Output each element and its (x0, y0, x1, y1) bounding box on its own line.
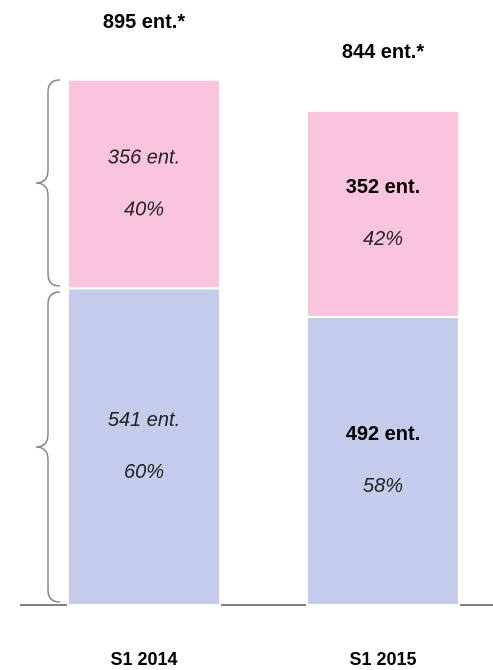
value-label: 492 ent. (346, 423, 420, 445)
total-label: 895 ent.* (103, 11, 185, 33)
bar-segment (67, 78, 221, 290)
value-label: 356 ent. (108, 146, 180, 168)
brace (35, 79, 61, 287)
x-tick-label: S1 2014 (110, 649, 177, 669)
value-label: 352 ent. (346, 176, 420, 198)
bar-segment (67, 287, 221, 606)
bar-segment (306, 315, 460, 606)
share-label: 60% (124, 461, 164, 483)
total-label: 844 ent.* (342, 41, 424, 63)
value-label: 541 ent. (108, 409, 180, 431)
brace (35, 291, 61, 603)
share-label: 42% (363, 228, 403, 250)
share-label: 40% (124, 198, 164, 220)
bar-segment (306, 109, 460, 318)
share-label: 58% (363, 475, 403, 497)
x-tick-label: S1 2015 (349, 649, 416, 669)
